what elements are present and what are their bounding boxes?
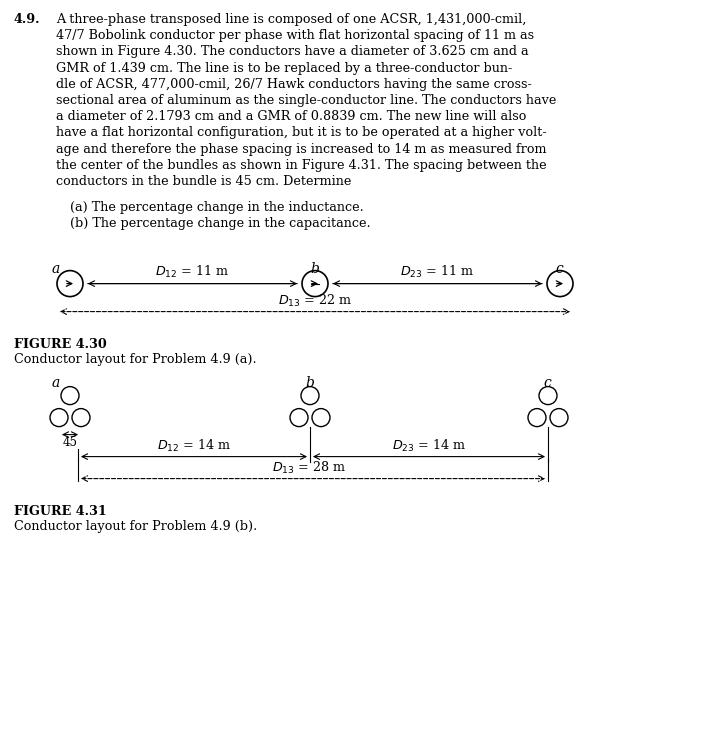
Text: (b) The percentage change in the capacitance.: (b) The percentage change in the capacit… bbox=[70, 218, 371, 231]
Text: Conductor layout for Problem 4.9 (a).: Conductor layout for Problem 4.9 (a). bbox=[14, 352, 256, 366]
Text: $D_{23}$ = 14 m: $D_{23}$ = 14 m bbox=[392, 438, 466, 454]
Text: Conductor layout for Problem 4.9 (b).: Conductor layout for Problem 4.9 (b). bbox=[14, 519, 257, 532]
Bar bbox=[0, 253, 40, 373]
Text: shown in Figure 4.30. The conductors have a diameter of 3.625 cm and a: shown in Figure 4.30. The conductors hav… bbox=[56, 45, 529, 58]
Text: $D_{13}$ = 22 m: $D_{13}$ = 22 m bbox=[278, 293, 352, 308]
Text: age and therefore the phase spacing is increased to 14 m as measured from: age and therefore the phase spacing is i… bbox=[56, 143, 547, 156]
Text: A three-phase transposed line is composed of one ACSR, 1,431,000-cmil,: A three-phase transposed line is compose… bbox=[56, 13, 526, 26]
Text: $D_{12}$ = 11 m: $D_{12}$ = 11 m bbox=[155, 264, 229, 280]
Text: c: c bbox=[555, 262, 563, 276]
Text: 45: 45 bbox=[62, 435, 78, 448]
Text: b: b bbox=[305, 376, 314, 389]
Text: conductors in the bundle is 45 cm. Determine: conductors in the bundle is 45 cm. Deter… bbox=[56, 175, 351, 188]
Text: a diameter of 2.1793 cm and a GMR of 0.8839 cm. The new line will also: a diameter of 2.1793 cm and a GMR of 0.8… bbox=[56, 110, 526, 123]
Text: a: a bbox=[52, 376, 60, 389]
Text: dle of ACSR, 477,000-cmil, 26/7 Hawk conductors having the same cross-: dle of ACSR, 477,000-cmil, 26/7 Hawk con… bbox=[56, 78, 531, 91]
Text: 47/7 Bobolink conductor per phase with flat horizontal spacing of 11 m as: 47/7 Bobolink conductor per phase with f… bbox=[56, 29, 534, 42]
Text: $D_{13}$ = 28 m: $D_{13}$ = 28 m bbox=[272, 460, 346, 476]
Text: $D_{12}$ = 14 m: $D_{12}$ = 14 m bbox=[157, 438, 231, 454]
Text: b: b bbox=[310, 262, 319, 276]
Text: (a) The percentage change in the inductance.: (a) The percentage change in the inducta… bbox=[70, 201, 364, 214]
Text: GMR of 1.439 cm. The line is to be replaced by a three-conductor bun-: GMR of 1.439 cm. The line is to be repla… bbox=[56, 61, 513, 75]
Text: have a flat horizontal configuration, but it is to be operated at a higher volt-: have a flat horizontal configuration, bu… bbox=[56, 126, 547, 139]
Text: a: a bbox=[52, 262, 60, 276]
Text: sectional area of aluminum as the single-conductor line. The conductors have: sectional area of aluminum as the single… bbox=[56, 94, 556, 107]
Text: FIGURE 4.30: FIGURE 4.30 bbox=[14, 338, 107, 351]
Text: $D_{23}$ = 11 m: $D_{23}$ = 11 m bbox=[400, 264, 475, 280]
Text: FIGURE 4.31: FIGURE 4.31 bbox=[14, 504, 107, 518]
Text: c: c bbox=[543, 376, 551, 389]
Text: 4.9.: 4.9. bbox=[14, 13, 41, 26]
Text: the center of the bundles as shown in Figure 4.31. The spacing between the: the center of the bundles as shown in Fi… bbox=[56, 159, 547, 172]
